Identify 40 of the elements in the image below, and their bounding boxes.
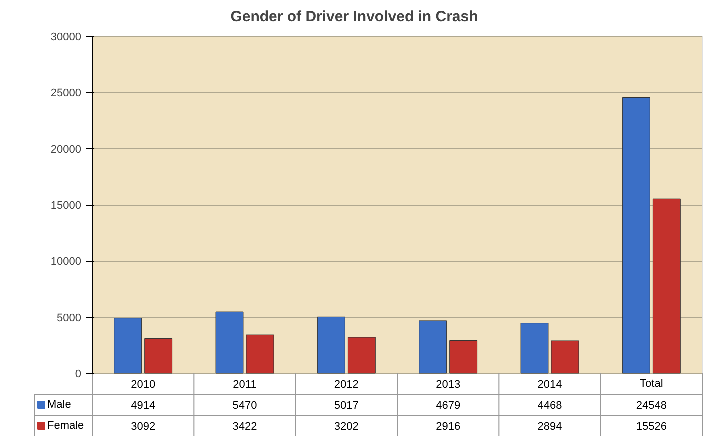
bar (652, 198, 681, 374)
chart-title: Gender of Driver Involved in Crash (230, 8, 478, 26)
bar (520, 323, 549, 374)
data-label: 3422 (232, 421, 258, 433)
data-label: 2894 (538, 421, 562, 433)
data-label: 3092 (131, 421, 156, 433)
x-tick-label: 2010 (131, 379, 156, 391)
data-label: 4468 (538, 400, 562, 412)
x-tick-label: 2013 (436, 379, 461, 391)
x-tick-label: Total (640, 378, 664, 390)
y-tick-label: 25000 (50, 88, 82, 100)
bar (144, 338, 173, 374)
bar (622, 97, 650, 374)
data-label: 2916 (436, 421, 461, 433)
bar (450, 340, 478, 374)
data-label: 4679 (436, 400, 461, 412)
bar (551, 340, 580, 374)
data-label: 5470 (232, 400, 258, 412)
y-tick-label: 15000 (50, 200, 82, 212)
data-label: 3202 (334, 421, 359, 433)
data-label: 15526 (636, 421, 667, 433)
x-tick-label: 2012 (334, 379, 359, 391)
bar (348, 337, 376, 374)
data-label: 24548 (636, 400, 667, 412)
bar (246, 334, 274, 374)
x-tick-label: 2014 (538, 379, 562, 391)
x-tick-label: 2011 (233, 379, 257, 391)
y-tick-label: 10000 (50, 256, 82, 268)
y-tick-label: 30000 (50, 32, 82, 44)
bar (216, 312, 244, 374)
y-tick-label: 0 (75, 368, 82, 380)
data-label: 4914 (131, 400, 156, 412)
y-tick-label: 5000 (57, 312, 82, 324)
legend-label: Female (48, 420, 84, 432)
bar (317, 316, 346, 374)
legend-label: Male (48, 399, 72, 411)
y-tick-label: 20000 (50, 144, 82, 156)
data-label: 5017 (334, 400, 359, 412)
bar (419, 320, 448, 374)
bar (114, 318, 142, 374)
